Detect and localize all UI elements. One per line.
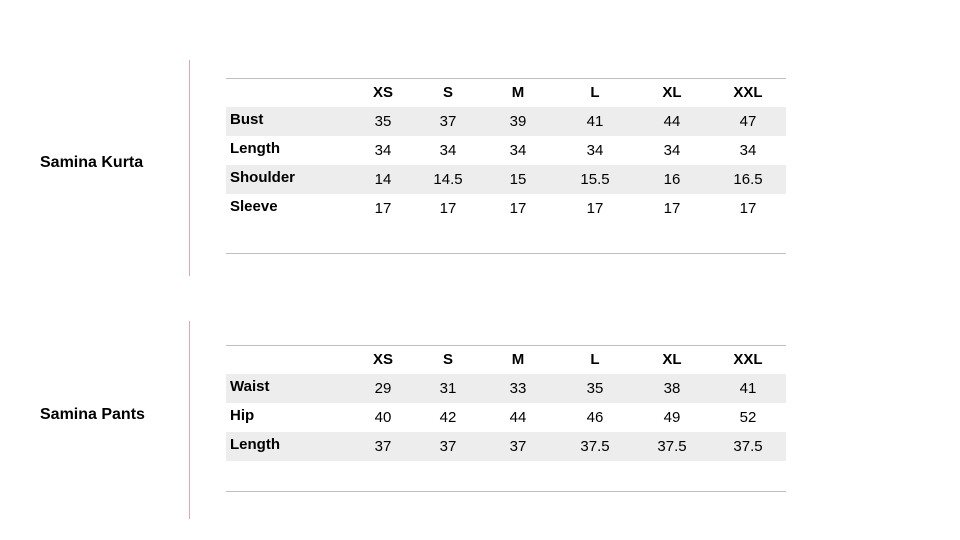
size-header: M <box>511 84 525 101</box>
measurement-label: Shoulder <box>230 169 296 186</box>
measurement-value: 31 <box>439 380 457 397</box>
size-header: L <box>590 351 600 368</box>
measurement-label: Length <box>230 140 280 157</box>
measurement-value: 39 <box>509 113 527 130</box>
table-row: Sleeve 17 17 17 17 17 17 <box>226 194 786 223</box>
measurement-value: 14.5 <box>433 171 463 188</box>
measurement-value: 42 <box>439 409 457 426</box>
size-header: XS <box>372 351 393 368</box>
size-header: S <box>442 84 453 101</box>
measurement-value: 35 <box>374 113 392 130</box>
measurement-value: 15 <box>509 171 527 188</box>
table-row: Waist 29 31 33 35 38 41 <box>226 374 786 403</box>
measurement-value: 37.5 <box>733 438 763 455</box>
measurement-value: 35 <box>586 380 604 397</box>
measurement-label: Sleeve <box>230 198 278 215</box>
size-header: XL <box>662 351 682 368</box>
measurement-value: 16.5 <box>733 171 763 188</box>
measurement-value: 37.5 <box>657 438 687 455</box>
size-header: XL <box>662 84 682 101</box>
divider-line <box>189 60 190 276</box>
measurement-value: 34 <box>663 142 681 159</box>
measurement-value: 40 <box>374 409 392 426</box>
measurement-value: 49 <box>663 409 681 426</box>
size-header: L <box>590 84 600 101</box>
measurement-value: 17 <box>374 200 392 217</box>
measurement-value: 29 <box>374 380 392 397</box>
measurement-value: 34 <box>586 142 604 159</box>
size-header: S <box>442 351 453 368</box>
measurement-value: 46 <box>586 409 604 426</box>
divider-line <box>189 321 190 519</box>
kurta-title: Samina Kurta <box>40 154 144 171</box>
measurement-value: 17 <box>586 200 604 217</box>
measurement-value: 17 <box>663 200 681 217</box>
measurement-value: 37 <box>439 438 457 455</box>
table-row: Bust 35 37 39 41 44 47 <box>226 107 786 136</box>
measurement-value: 17 <box>439 200 457 217</box>
size-header: XXL <box>733 84 763 101</box>
table-row: Hip 40 42 44 46 49 52 <box>226 403 786 432</box>
measurement-label: Hip <box>230 407 255 424</box>
header-row: XS S M L XL XXL <box>226 345 786 374</box>
measurement-value: 38 <box>663 380 681 397</box>
table-row: Length 34 34 34 34 34 34 <box>226 136 786 165</box>
pants-title: Samina Pants <box>40 406 145 423</box>
measurement-value: 17 <box>509 200 527 217</box>
size-header: XS <box>372 84 393 101</box>
measurement-value: 16 <box>663 171 681 188</box>
measurement-label: Length <box>230 436 280 453</box>
measurement-value: 52 <box>739 409 757 426</box>
measurement-value: 34 <box>509 142 527 159</box>
measurement-value: 44 <box>509 409 527 426</box>
top-rule <box>226 78 786 79</box>
measurement-value: 34 <box>739 142 757 159</box>
measurement-value: 37 <box>374 438 392 455</box>
size-header: XXL <box>733 351 763 368</box>
header-row: XS S M L XL XXL <box>226 78 786 107</box>
measurement-value: 17 <box>739 200 757 217</box>
measurement-value: 41 <box>586 113 604 130</box>
measurement-label: Waist <box>230 378 270 395</box>
measurement-value: 15.5 <box>580 171 610 188</box>
measurement-value: 41 <box>739 380 757 397</box>
bottom-rule <box>226 253 786 254</box>
measurement-value: 34 <box>439 142 457 159</box>
bottom-rule <box>226 491 786 492</box>
measurement-value: 33 <box>509 380 527 397</box>
measurement-value: 37 <box>509 438 527 455</box>
measurement-value: 14 <box>374 171 392 188</box>
table-row: Length 37 37 37 37.5 37.5 37.5 <box>226 432 786 461</box>
size-header: M <box>511 351 525 368</box>
measurement-value: 44 <box>663 113 681 130</box>
measurement-value: 47 <box>739 113 757 130</box>
measurement-label: Bust <box>230 111 264 128</box>
measurement-value: 34 <box>374 142 392 159</box>
measurement-value: 37 <box>439 113 457 130</box>
table-row: Shoulder 14 14.5 15 15.5 16 16.5 <box>226 165 786 194</box>
measurement-value: 37.5 <box>580 438 610 455</box>
top-rule <box>226 345 786 346</box>
